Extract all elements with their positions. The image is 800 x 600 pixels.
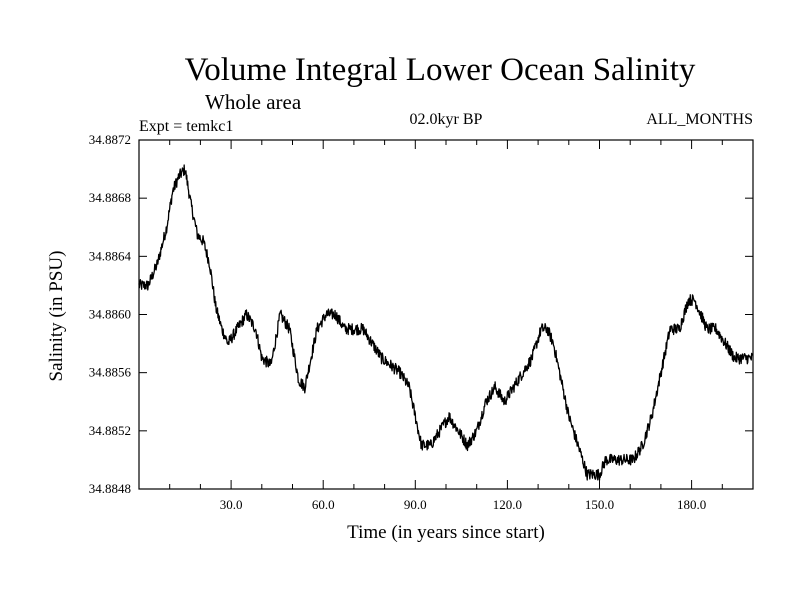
y-axis-label: Salinity (in PSU) <box>46 251 67 382</box>
salinity-series-line <box>138 164 754 481</box>
y-tick-label: 34.8872 <box>89 132 131 147</box>
x-tick-label: 120.0 <box>493 497 522 512</box>
x-tick-label: 30.0 <box>220 497 243 512</box>
y-tick-label: 34.8864 <box>89 248 132 263</box>
chart-title: Volume Integral Lower Ocean Salinity <box>185 52 696 88</box>
x-tick-label: 60.0 <box>312 497 335 512</box>
y-tick-label: 34.8856 <box>89 365 132 380</box>
y-tick-label: 34.8848 <box>89 481 131 496</box>
chart-subtitle: Whole area <box>205 90 302 114</box>
x-tick-label: 90.0 <box>404 497 427 512</box>
x-axis: 30.0 60.0 90.0 120.0 150.0 180.0 <box>169 140 723 512</box>
months-label: ALL_MONTHS <box>646 111 753 128</box>
period-label: 02.0kyr BP <box>410 111 483 128</box>
x-tick-label: 180.0 <box>677 497 706 512</box>
x-tick-label: 150.0 <box>585 497 614 512</box>
y-tick-label: 34.8860 <box>89 307 131 322</box>
y-axis: 34.8848 34.8852 34.8856 34.8860 34.8864 34.88… <box>89 132 753 496</box>
x-axis-label: Time (in years since start) <box>347 522 545 543</box>
y-tick-label: 34.8868 <box>89 190 131 205</box>
experiment-label: Expt = temkc1 <box>139 118 233 135</box>
y-tick-label: 34.8852 <box>89 423 131 438</box>
